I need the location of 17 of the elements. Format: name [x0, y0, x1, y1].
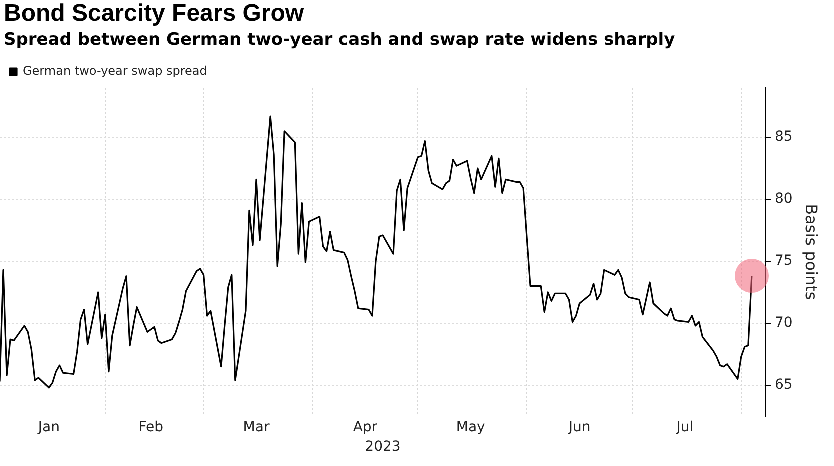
x-axis-title: 2023	[365, 439, 401, 456]
x-tick-label: Apr	[353, 419, 378, 436]
y-tick-label: 70	[774, 315, 793, 332]
chart-title: Bond Scarcity Fears Grow	[4, 0, 304, 28]
y-tick-label: 85	[774, 129, 793, 146]
x-tick-label: Jun	[568, 419, 591, 436]
chart-subtitle: Spread between German two-year cash and swap rate widens sharply	[4, 30, 676, 50]
legend-label: German two-year swap spread	[23, 64, 208, 78]
x-tick-label: Jul	[676, 419, 694, 436]
y-tick-label: 75	[774, 253, 793, 270]
x-tick-label: May	[456, 419, 486, 436]
y-axis-title: Basis points	[802, 204, 822, 300]
x-tick-label: Mar	[243, 419, 270, 436]
x-tick-label: Jan	[37, 419, 60, 436]
x-tick-label: Feb	[138, 419, 164, 436]
y-tick-label: 80	[774, 191, 793, 208]
y-tick-label: 65	[774, 377, 793, 394]
